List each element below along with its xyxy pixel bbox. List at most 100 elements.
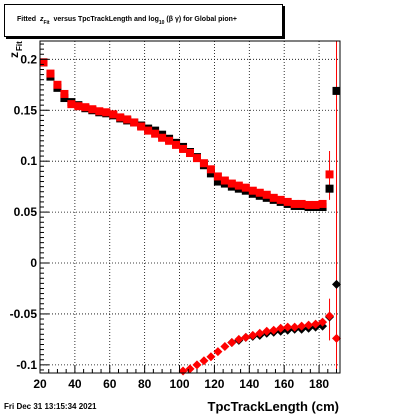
timestamp: Fri Dec 31 13:15:34 2021 bbox=[4, 402, 97, 411]
marker-square bbox=[290, 199, 299, 208]
marker-diamond bbox=[248, 330, 258, 340]
marker-square bbox=[283, 197, 292, 206]
marker-diamond bbox=[234, 334, 244, 344]
marker-square bbox=[67, 100, 76, 109]
marker-square bbox=[213, 177, 222, 186]
marker-square bbox=[318, 199, 327, 208]
marker-square bbox=[81, 103, 90, 112]
marker-square bbox=[206, 165, 215, 174]
marker-diamond bbox=[325, 311, 335, 321]
marker-square bbox=[255, 188, 264, 197]
marker-square bbox=[116, 113, 125, 122]
marker-diamond bbox=[332, 279, 342, 289]
title-prefix: Fitted bbox=[17, 16, 37, 23]
marker-square bbox=[39, 58, 48, 67]
chart-title: Fitted zFit versus TpcTrackLength and lo… bbox=[17, 16, 237, 26]
marker-square bbox=[130, 118, 139, 127]
y-tick-label: 0.2 bbox=[20, 52, 37, 66]
marker-square bbox=[213, 172, 222, 181]
marker-square bbox=[109, 110, 118, 119]
marker-square bbox=[88, 105, 97, 114]
x-tick-label: 60 bbox=[103, 377, 117, 391]
marker-square bbox=[179, 144, 188, 153]
marker-square bbox=[158, 133, 167, 142]
x-tick-label: 120 bbox=[204, 377, 224, 391]
marker-square bbox=[74, 102, 83, 111]
marker-square bbox=[95, 107, 104, 116]
marker-square bbox=[227, 179, 236, 188]
marker-square bbox=[192, 154, 201, 163]
y-tick-label: 0.15 bbox=[14, 103, 38, 117]
marker-square bbox=[60, 89, 69, 98]
marker-square bbox=[60, 94, 69, 103]
title-beta-gamma: (β γ) bbox=[166, 16, 182, 23]
marker-square bbox=[234, 181, 243, 190]
marker-square bbox=[332, 86, 341, 95]
marker-square bbox=[165, 136, 174, 145]
y-tick-label: 0.05 bbox=[14, 205, 38, 219]
x-tick-label: 160 bbox=[274, 377, 294, 391]
y-tick-label: 0.1 bbox=[20, 154, 37, 168]
marker-diamond bbox=[311, 319, 321, 329]
marker-diamond bbox=[192, 360, 202, 370]
marker-square bbox=[311, 200, 320, 209]
title-suffix: for Global pion+ bbox=[183, 16, 237, 23]
x-tick-label: 20 bbox=[33, 377, 47, 391]
series-layer bbox=[39, 41, 342, 376]
marker-square bbox=[206, 169, 215, 178]
marker-square bbox=[241, 183, 250, 192]
title-z-sub: Fit bbox=[43, 20, 50, 26]
marker-diamond bbox=[185, 364, 195, 374]
marker-square bbox=[276, 195, 285, 204]
y-axis-label: zFit bbox=[7, 41, 24, 58]
marker-diamond bbox=[199, 356, 209, 366]
marker-diamond bbox=[206, 352, 216, 362]
marker-square bbox=[172, 140, 181, 149]
grid-layer bbox=[40, 41, 340, 373]
x-tick-label: 80 bbox=[138, 377, 152, 391]
title-box: Fitted zFit versus TpcTrackLength and lo… bbox=[4, 4, 283, 37]
x-tick-label: 100 bbox=[170, 377, 190, 391]
marker-square bbox=[144, 126, 153, 135]
marker-square bbox=[297, 199, 306, 208]
marker-square bbox=[53, 80, 62, 89]
marker-square bbox=[123, 115, 132, 124]
marker-square bbox=[304, 200, 313, 209]
y-label-sub: Fit bbox=[15, 41, 24, 51]
marker-square bbox=[269, 193, 278, 202]
x-tick-label: 140 bbox=[239, 377, 259, 391]
marker-diamond bbox=[318, 317, 328, 327]
marker-diamond bbox=[241, 332, 251, 342]
title-z-symbol: z bbox=[39, 16, 44, 23]
marker-square bbox=[46, 69, 55, 78]
axis-layer: 20 40 60 80 100 120 140 160 180 -0.1 -0.05 0 0.05 0.1… bbox=[10, 40, 341, 391]
marker-diamond bbox=[227, 337, 237, 347]
y-tick-label: -0.05 bbox=[10, 307, 38, 321]
marker-square bbox=[137, 122, 146, 131]
marker-diamond bbox=[255, 328, 265, 338]
marker-diamond bbox=[213, 347, 223, 357]
y-tick-label: -0.1 bbox=[16, 358, 37, 372]
x-axis-label: TpcTrackLength (cm) bbox=[208, 399, 339, 414]
marker-diamond bbox=[332, 333, 342, 343]
marker-diamond bbox=[220, 342, 230, 352]
marker-square bbox=[262, 190, 271, 199]
marker-diamond bbox=[283, 322, 293, 332]
title-middle: versus TpcTrackLength and log bbox=[53, 16, 159, 23]
marker-square bbox=[102, 108, 111, 117]
marker-square bbox=[220, 176, 229, 185]
title-log-sub: 10 bbox=[158, 20, 165, 26]
x-tick-label: 180 bbox=[309, 377, 329, 391]
marker-diamond bbox=[304, 320, 314, 330]
marker-diamond bbox=[290, 322, 300, 332]
marker-diamond bbox=[276, 323, 286, 333]
marker-diamond bbox=[262, 326, 272, 336]
marker-square bbox=[248, 186, 257, 195]
marker-square bbox=[186, 149, 194, 158]
marker-square bbox=[325, 170, 334, 179]
marker-square bbox=[325, 184, 334, 193]
y-tick-label: 0 bbox=[30, 256, 37, 270]
marker-square bbox=[151, 129, 160, 138]
x-tick-label: 40 bbox=[68, 377, 82, 391]
